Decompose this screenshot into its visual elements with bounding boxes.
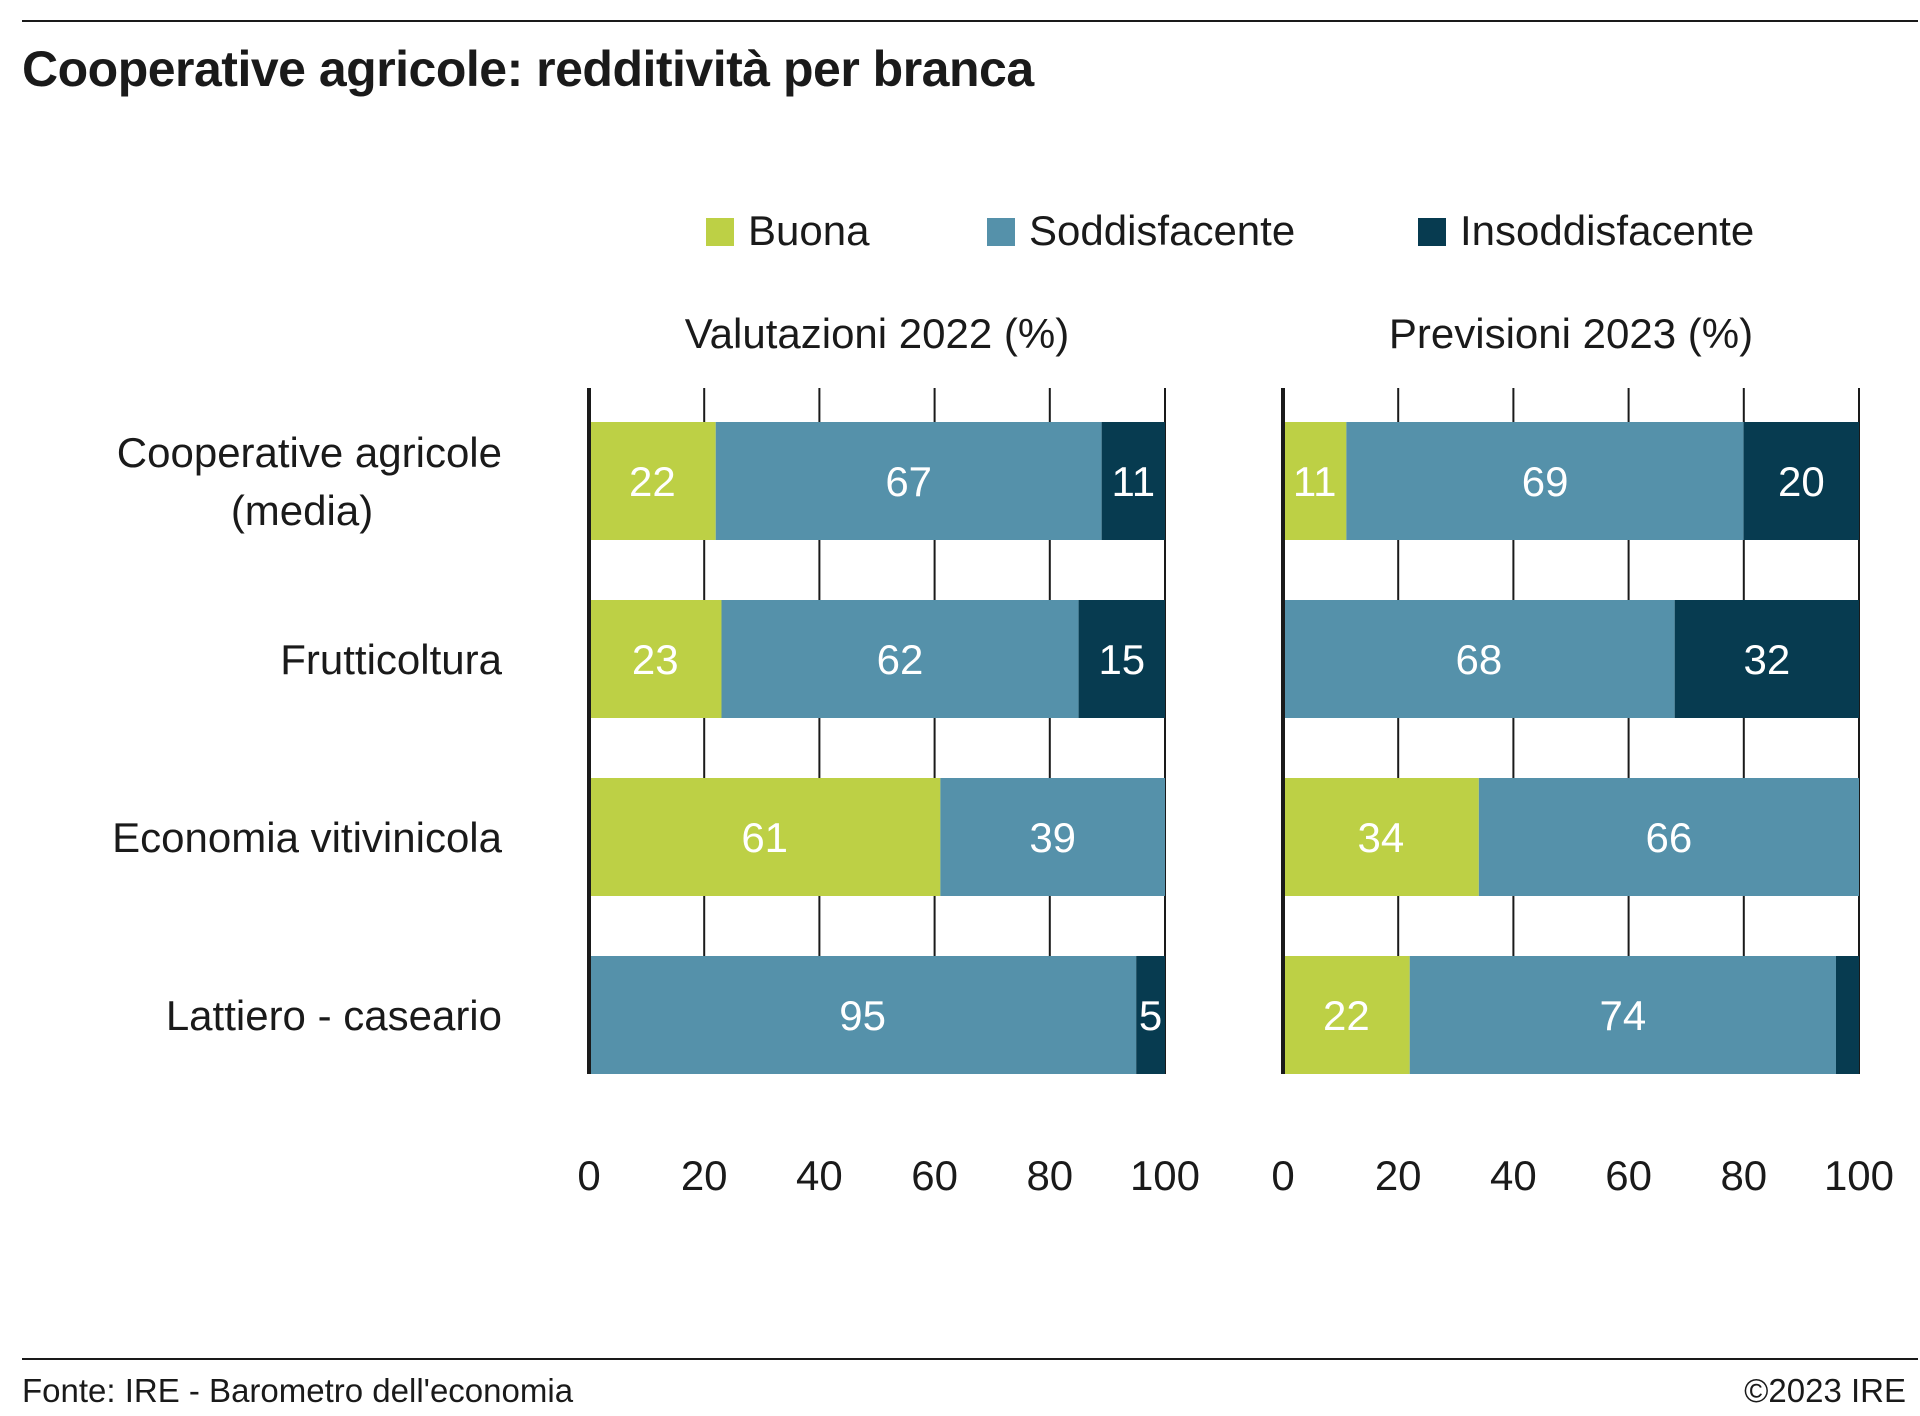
bar-segment-insoddisfacente [1743,422,1859,540]
data-label: 61 [741,814,788,861]
x-tick-label: 100 [1130,1152,1200,1199]
data-label: 39 [1029,814,1076,861]
copyright-note: ©2023 IRE [1744,1372,1906,1409]
x-tick-label: 20 [681,1152,728,1199]
bar-segment-soddisfacente [940,778,1165,896]
bar-segment-soddisfacente [1283,600,1675,718]
bar-segment-soddisfacente [1409,956,1836,1074]
x-tick-label: 40 [796,1152,843,1199]
legend-swatch-buona [706,218,734,246]
bar-segment-insoddisfacente [1674,600,1859,718]
bar-segment-soddisfacente [715,422,1102,540]
data-label: 5 [1139,992,1162,1039]
x-tick-label: 20 [1375,1152,1422,1199]
data-label: 74 [1599,992,1646,1039]
x-tick-label: 40 [1490,1152,1537,1199]
bar-segment-soddisfacente [1346,422,1744,540]
bar-segment-soddisfacente [589,956,1137,1074]
legend-label-soddisfacente: Soddisfacente [1029,207,1295,254]
data-label: 62 [877,636,924,683]
bar-segment-buona [589,600,722,718]
category-label-line: (media) [231,487,373,534]
data-label: 15 [1098,636,1145,683]
chart-title: Cooperative agricole: redditività per br… [22,41,1034,97]
data-label: 95 [839,992,886,1039]
bar-segment-insoddisfacente [1136,956,1165,1074]
data-label: 34 [1358,814,1405,861]
x-tick-label: 100 [1824,1152,1894,1199]
category-label: Frutticoltura [280,636,502,683]
x-tick-label: 60 [911,1152,958,1199]
bottom-rule [22,1358,1918,1360]
bar-segment-insoddisfacente [1078,600,1165,718]
bar-segment-soddisfacente [1478,778,1859,896]
bar-segment-buona [589,778,941,896]
legend-swatch-insoddisfacente [1418,218,1446,246]
bar-segment-buona [1283,422,1347,540]
data-label: 20 [1778,458,1825,505]
bar-segment-buona [589,422,716,540]
x-tick-label: 0 [1271,1152,1294,1199]
x-tick-label: 80 [1026,1152,1073,1199]
x-tick-label: 80 [1720,1152,1767,1199]
legend-label-buona: Buona [748,207,870,254]
bar-segment-insoddisfacente [1835,956,1859,1074]
data-label: 67 [885,458,932,505]
x-tick-label: 60 [1605,1152,1652,1199]
panel-title: Valutazioni 2022 (%) [685,310,1069,357]
panel-title: Previsioni 2023 (%) [1389,310,1753,357]
data-label: 68 [1455,636,1502,683]
category-label: Cooperative agricole (media) [117,429,502,534]
data-label: 22 [629,458,676,505]
legend-swatch-soddisfacente [987,218,1015,246]
data-label: 69 [1522,458,1569,505]
data-label: 11 [1112,458,1156,505]
category-label: Economia vitivinicola [112,814,502,861]
bar-segment-buona [1283,956,1410,1074]
data-label: 66 [1646,814,1693,861]
data-label: 22 [1323,992,1370,1039]
bar-segment-buona [1283,778,1479,896]
legend-label-insoddisfacente: Insoddisfacente [1460,207,1754,254]
bar-segment-soddisfacente [721,600,1079,718]
x-tick-label: 0 [577,1152,600,1199]
source-note: Fonte: IRE - Barometro dell'economia [22,1372,574,1409]
data-label: 32 [1743,636,1790,683]
data-label: 23 [632,636,679,683]
bar-segment-insoddisfacente [1101,422,1165,540]
category-label-line: Cooperative agricole [117,429,502,476]
data-label: 11 [1293,458,1337,505]
top-rule [22,20,1918,22]
category-label: Lattiero - caseario [166,992,502,1039]
